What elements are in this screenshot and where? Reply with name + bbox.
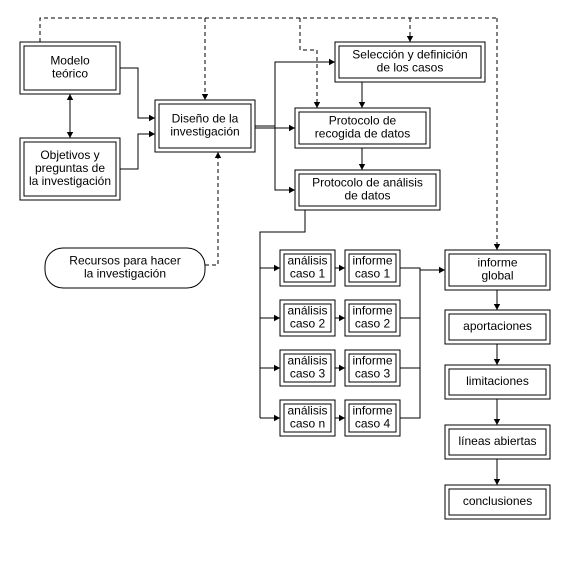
node-objetivos-label: la investigación [29,174,111,188]
node-ic1-label: caso 1 [355,267,391,281]
arrowhead [494,359,500,365]
edge-recursos-diseno [205,152,218,265]
node-limitaciones-label: limitaciones [466,374,529,388]
node-objetivos: Objetivos ypreguntas dela investigación [20,138,120,200]
node-modelo: Modeloteórico [20,42,120,94]
arrowhead [494,419,500,425]
node-analisis: Protocolo de análisisde datos [295,170,440,210]
arrowhead [359,164,365,170]
node-conclusiones: conclusiones [445,485,550,519]
node-ac2-label: análisis [287,304,327,318]
edge-modelo-diseno [120,68,155,118]
arrowhead [274,315,280,321]
edge-diseno-analisis [255,126,295,190]
node-diseno-label: Diseño de la [172,112,239,126]
node-ic3-label: informe [352,354,392,368]
node-ic2: informecaso 2 [345,300,400,336]
edge-dash-top-bus [40,18,497,42]
node-lineas-label: líneas abiertas [458,434,536,448]
arrowhead [274,365,280,371]
arrowhead [289,125,295,131]
node-limitaciones: limitaciones [445,365,550,399]
arrowhead [149,131,155,137]
arrowhead [494,479,500,485]
edge-objetivos-diseno [120,134,155,169]
node-ic1-label: informe [352,254,392,268]
node-inf_global-label: informe [477,256,517,270]
node-seleccion-label: Selección y definición [352,48,467,62]
node-ic4: informecaso 4 [345,400,400,436]
node-ac1: análisiscaso 1 [280,250,335,286]
node-aportaciones: aportaciones [445,310,550,344]
node-ic4-label: informe [352,404,392,418]
arrowhead [339,315,345,321]
node-recursos: Recursos para hacerla investigación [45,248,205,288]
nodes-layer: ModeloteóricoObjetivos ypreguntas dela i… [20,42,550,519]
node-diseno-label: investigación [170,125,239,139]
arrowhead [339,365,345,371]
node-recursos-label: Recursos para hacer [69,254,180,268]
node-diseno: Diseño de lainvestigación [155,100,255,152]
node-seleccion: Selección y definiciónde los casos [335,42,485,82]
node-ac2-label: caso 2 [290,317,326,331]
arrowhead [339,415,345,421]
node-objetivos-label: preguntas de [35,161,105,175]
arrowhead [274,265,280,271]
node-ic4-label: caso 4 [355,417,391,431]
arrowhead [359,102,365,108]
arrowhead [314,102,320,108]
node-recogida-label: recogida de datos [315,127,410,141]
node-aportaciones-label: aportaciones [463,319,532,333]
node-recursos-label: la investigación [84,267,166,281]
node-ac3-label: caso 3 [290,367,326,381]
arrowhead [329,59,335,65]
node-ac1-label: análisis [287,254,327,268]
arrowhead [202,94,208,100]
node-inf_global-label: global [481,269,513,283]
node-analisis-label: de datos [344,189,390,203]
arrowhead [149,115,155,121]
node-modelo-label: Modelo [50,54,90,68]
node-conclusiones-label: conclusiones [463,494,532,508]
arrowhead [439,267,445,273]
node-analisis-label: Protocolo de análisis [312,176,423,190]
node-modelo-label: teórico [52,67,88,81]
node-ac3-label: análisis [287,354,327,368]
arrowhead [215,152,221,158]
node-recogida-label: Protocolo de [329,114,397,128]
node-ic1: informecaso 1 [345,250,400,286]
node-ac4-label: análisis [287,404,327,418]
node-ac4: análisiscaso n [280,400,335,436]
node-ac4-label: caso n [290,417,325,431]
node-ic3-label: caso 3 [355,367,391,381]
arrowhead [494,244,500,250]
arrowhead [339,265,345,271]
node-ic2-label: caso 2 [355,317,391,331]
arrowhead [67,94,73,100]
node-ic3: informecaso 3 [345,350,400,386]
arrowhead [274,415,280,421]
arrowhead [407,36,413,42]
arrowhead [289,187,295,193]
node-recogida: Protocolo derecogida de datos [295,108,430,148]
node-inf_global: informeglobal [445,250,550,290]
edge-ic-bus [400,268,420,418]
node-seleccion-label: de los casos [377,61,444,75]
node-ac2: análisiscaso 2 [280,300,335,336]
node-ac1-label: caso 1 [290,267,326,281]
arrowhead [67,132,73,138]
node-ic2-label: informe [352,304,392,318]
flowchart-canvas: ModeloteóricoObjetivos ypreguntas dela i… [0,0,587,564]
node-objetivos-label: Objetivos y [40,148,99,162]
arrowhead [494,304,500,310]
node-lineas: líneas abiertas [445,425,550,459]
node-ac3: análisiscaso 3 [280,350,335,386]
edge-dash-to-recogida [300,18,317,108]
